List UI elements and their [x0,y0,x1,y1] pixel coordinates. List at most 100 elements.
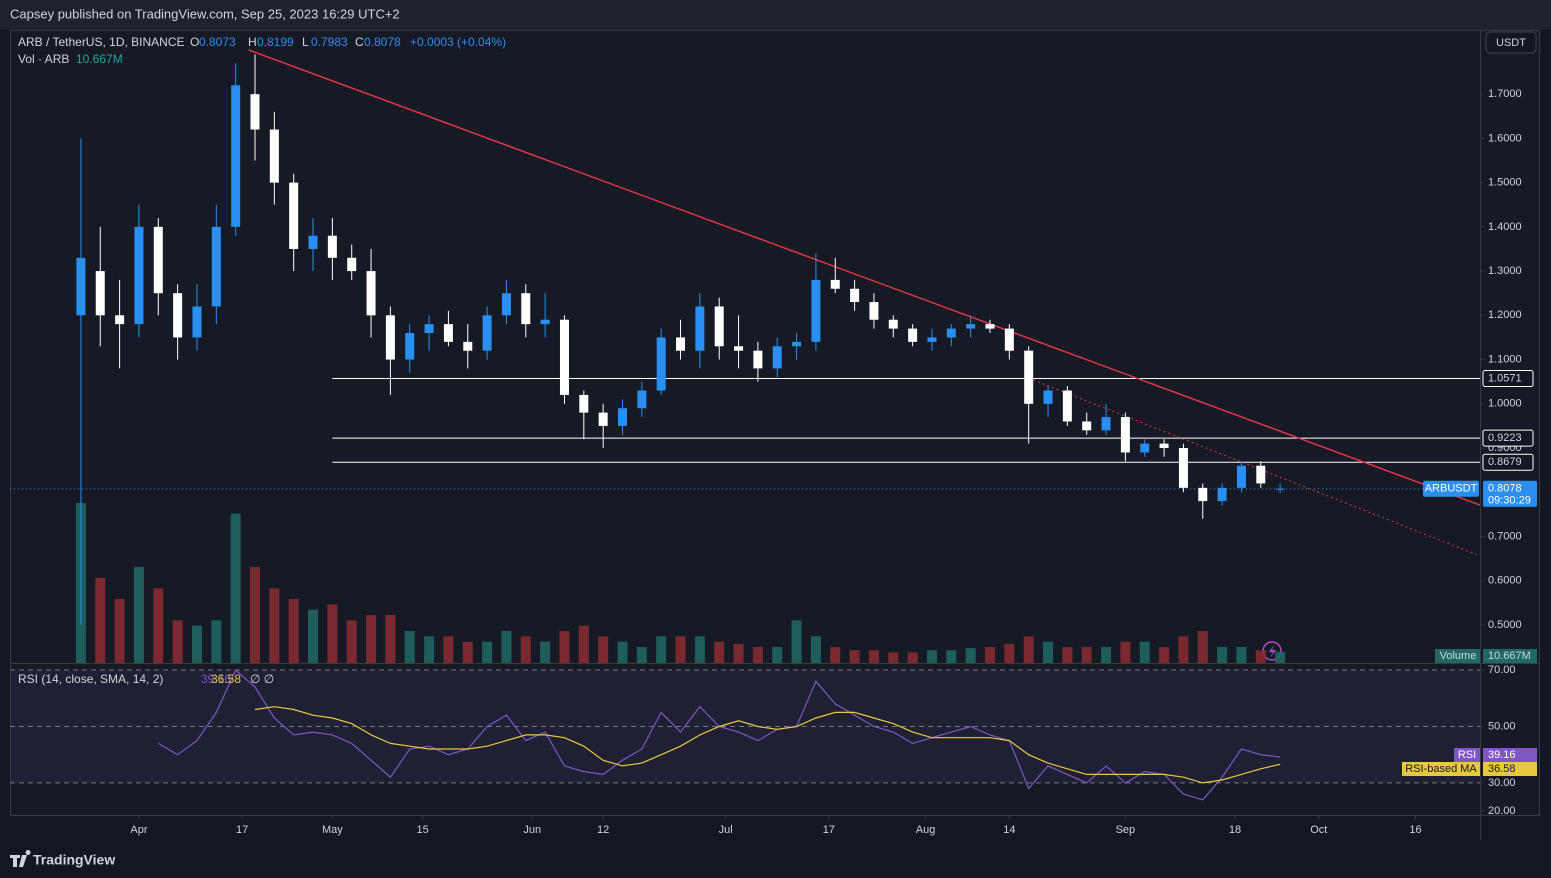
candle-body [1275,488,1285,490]
x-tick-label: Apr [130,824,147,836]
volume-bar [1004,643,1015,663]
rsi-name: RSI [1458,749,1476,761]
candle-body [888,319,898,329]
ohlc-key: L [302,35,309,49]
candle-body [308,235,318,249]
volume-bar [1159,647,1170,663]
rsi-ma-name: RSI-based MA [1405,763,1477,775]
volume-bar [1062,647,1073,663]
candle-body [1082,421,1092,431]
volume-bar [868,650,879,663]
rsi-header-ma: 36.58 [211,672,241,686]
volume-bar [926,650,937,663]
candle-body [269,129,279,183]
volume-bar [752,647,763,663]
countdown-label: 09:30:29 [1488,495,1531,507]
rsi-tick-label: 30.00 [1488,777,1516,789]
rsi-tick-label: 20.00 [1488,805,1516,817]
candle-body [385,315,395,360]
x-tick-label: Jul [719,824,733,836]
currency-label: USDT [1496,37,1526,49]
trendline [1028,377,1480,557]
candle-body [134,226,144,325]
candle-body [153,226,163,294]
rsi-pane [10,669,1480,801]
candle-body [695,306,705,351]
volume-bar [366,615,377,663]
volume-bar [211,620,222,663]
volume-bar [598,636,609,663]
x-tick-label: 15 [417,824,429,836]
candle-body [1140,443,1150,453]
y-tick-label: 1.3000 [1488,265,1522,277]
volume-bar [269,588,280,663]
volume-bar [559,631,570,663]
volume-bar [849,650,860,663]
candle-body [1101,417,1111,431]
volume-bar [443,636,454,663]
ohlc-key: O [190,35,199,49]
candle-body [1256,465,1266,484]
volume-bar [172,620,183,663]
volume-bar [694,636,705,663]
candle-body [76,257,86,316]
volume-bar [578,625,589,663]
ohlc-value: 0.8199 [257,35,294,49]
rsi-tick-label: 50.00 [1488,720,1516,732]
candle-body [753,350,763,369]
x-tick-label: Aug [916,824,936,836]
candle-body [347,257,357,272]
volume-bar [1236,647,1247,663]
candle-body [327,235,337,258]
candle-body [734,346,744,351]
candle-body [1004,328,1014,351]
price-tag-label: 0.8078 [1488,483,1522,495]
volume-bar [114,599,125,663]
volume-bar [385,615,396,663]
candle-body [618,408,627,426]
level-label: 0.8679 [1488,456,1522,468]
candle-body [424,324,434,334]
change: +0.0003 (+0.04%) [410,35,506,49]
symbol-tag [1423,480,1479,497]
volume-bar [907,652,918,663]
currency-button[interactable] [1485,31,1537,54]
volume-bar [191,625,202,663]
candle-body [908,328,918,342]
candle-body [656,337,666,391]
y-tick-label: 1.0000 [1488,398,1522,410]
volume-bar [288,599,299,663]
candle-body [540,319,550,325]
y-tick-label: 0.5000 [1488,619,1522,631]
rsi-name-tag [1454,748,1480,762]
x-tick-label: May [322,824,343,836]
candle-body [869,302,879,320]
candle-body [192,306,202,338]
chart-frame [10,30,1540,816]
candle-body [1159,443,1169,449]
volume-bar [153,588,164,663]
volume-value: 10.667M [1488,650,1531,662]
rsi-ma-value: 36.58 [1488,763,1516,775]
candle-body [1217,487,1227,502]
candle-body [676,337,686,351]
y-tick-label: 1.1000 [1488,353,1522,365]
y-tick-label: 0.6000 [1488,575,1522,587]
candle-body [1178,448,1188,488]
rsi-title: RSI (14, close, SMA, 14, 2) [18,672,163,686]
volume-bar [1217,647,1228,663]
volume-bar [656,636,667,663]
ohlc-value: 0.8078 [364,35,401,49]
level-tag [1482,370,1534,388]
candle-body [579,394,589,413]
alert-bolt [1269,645,1276,658]
volume-bar [1255,650,1266,663]
volume-bar [772,647,783,663]
volume-header-value: 10.667M [76,52,123,66]
candle-body [946,328,956,338]
level-tag [1482,429,1534,447]
candle-body [714,306,724,347]
candle-body [598,412,608,426]
candle-body [463,341,473,351]
price-pane [10,49,1480,663]
